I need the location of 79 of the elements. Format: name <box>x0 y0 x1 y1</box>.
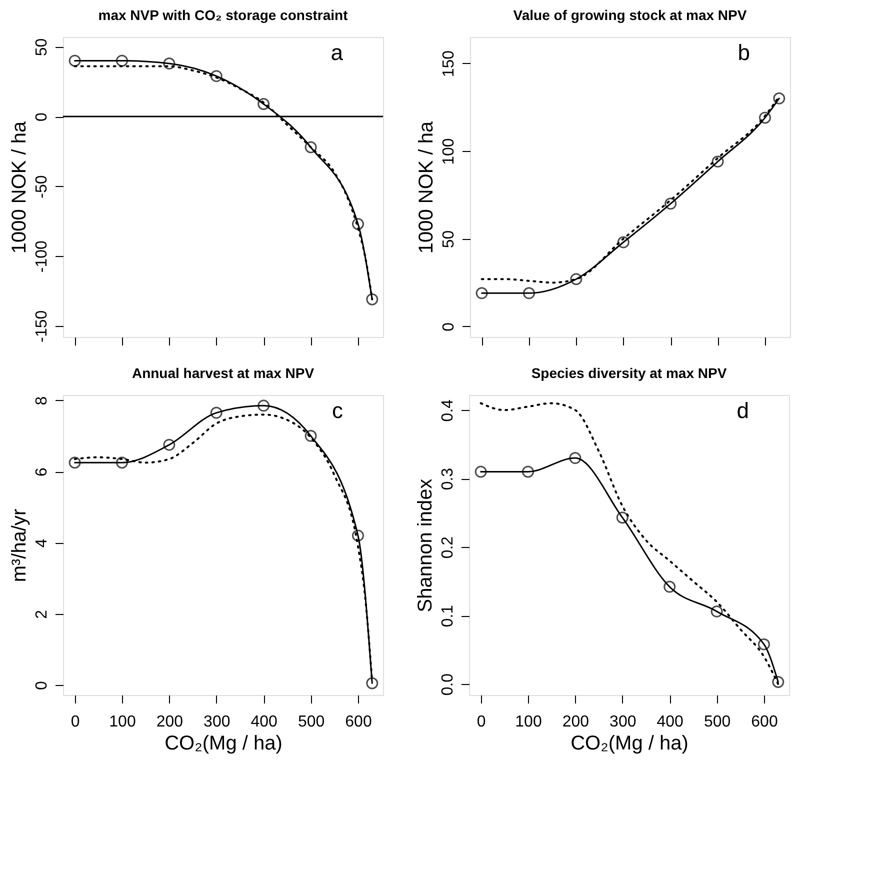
point <box>664 580 676 593</box>
x-tick-label: 500 <box>298 714 325 730</box>
y-tick-label: 4 <box>34 538 50 548</box>
point <box>352 218 364 230</box>
y-tick-label: 0 <box>34 680 50 690</box>
point <box>710 605 723 618</box>
x-tick-label: 100 <box>109 714 136 730</box>
y-tick-label: 0 <box>440 322 458 332</box>
point <box>522 466 534 478</box>
y-tick-label: 0.3 <box>440 468 456 490</box>
point <box>772 676 784 688</box>
point <box>258 98 270 110</box>
point <box>773 92 786 104</box>
point <box>523 287 535 300</box>
x-tick-label: 500 <box>704 714 731 730</box>
point <box>569 452 582 464</box>
y-axis-title: Shannon index <box>414 478 436 612</box>
chart-title: Annual harvest at max NPV <box>132 365 315 381</box>
x-tick-label: 200 <box>562 714 590 730</box>
point <box>304 141 317 154</box>
point <box>758 638 770 650</box>
x-tick-label: 300 <box>204 714 230 730</box>
point <box>758 112 771 124</box>
annotation: d <box>736 398 749 423</box>
chart-title: Value of growing stock at max NPV <box>513 7 748 23</box>
y-tick-label: 50 <box>440 230 458 248</box>
x-tick-label: 200 <box>156 714 184 730</box>
annotation: c <box>332 398 343 423</box>
y-axis-title: m³/ha/yr <box>8 508 30 582</box>
y-axis-title: 1000 NOK / ha <box>416 120 438 254</box>
point <box>570 273 582 286</box>
chart-title: max NVP with CO₂ storage constraint <box>98 7 348 23</box>
y-tick-label: 0 <box>34 112 50 122</box>
point <box>163 58 176 70</box>
x-tick-label: 0 <box>70 714 80 730</box>
y-tick-label: 0.1 <box>440 604 456 628</box>
x-axis-title: CO₂(Mg / ha) <box>570 732 688 754</box>
y-axis-title: 1000 NOK / ha <box>8 120 30 254</box>
y-tick-label: -150 <box>34 310 50 342</box>
y-tick-label: 0.0 <box>440 673 456 696</box>
y-tick-label: -100 <box>34 240 50 273</box>
point <box>258 400 270 412</box>
y-tick-label: 8 <box>34 396 50 406</box>
x-tick-label: 100 <box>515 714 542 730</box>
point <box>476 287 488 300</box>
y-tick-label: 100 <box>440 138 458 165</box>
y-tick-label: 0.2 <box>440 536 456 559</box>
point <box>68 456 81 469</box>
x-tick-label: 0 <box>476 714 486 730</box>
point <box>116 54 128 67</box>
annotation: a <box>330 40 344 65</box>
point <box>617 236 630 248</box>
x-tick-label: 600 <box>345 714 372 730</box>
point <box>116 456 128 469</box>
point <box>352 530 364 542</box>
point <box>664 198 677 210</box>
x-tick-label: 400 <box>250 714 278 730</box>
chart-title: Species diversity at max NPV <box>531 365 728 381</box>
y-tick-label: 150 <box>440 50 458 78</box>
point <box>163 438 176 451</box>
y-tick-label: 50 <box>34 38 50 56</box>
x-tick-label: 600 <box>751 714 778 730</box>
y-tick-label: 6 <box>34 467 50 476</box>
point <box>304 430 317 442</box>
point <box>712 156 724 168</box>
y-tick-label: -50 <box>34 175 50 198</box>
point <box>210 70 222 82</box>
point <box>366 293 378 306</box>
point <box>68 54 81 67</box>
point <box>210 406 222 419</box>
y-tick-label: 0.4 <box>440 399 456 422</box>
x-tick-label: 400 <box>656 714 684 730</box>
point <box>474 466 487 478</box>
point <box>616 512 628 524</box>
point <box>366 677 378 690</box>
y-tick-label: 2 <box>34 610 50 619</box>
x-axis-title: CO₂(Mg / ha) <box>164 732 282 754</box>
x-tick-label: 300 <box>610 714 636 730</box>
annotation: b <box>738 40 750 65</box>
